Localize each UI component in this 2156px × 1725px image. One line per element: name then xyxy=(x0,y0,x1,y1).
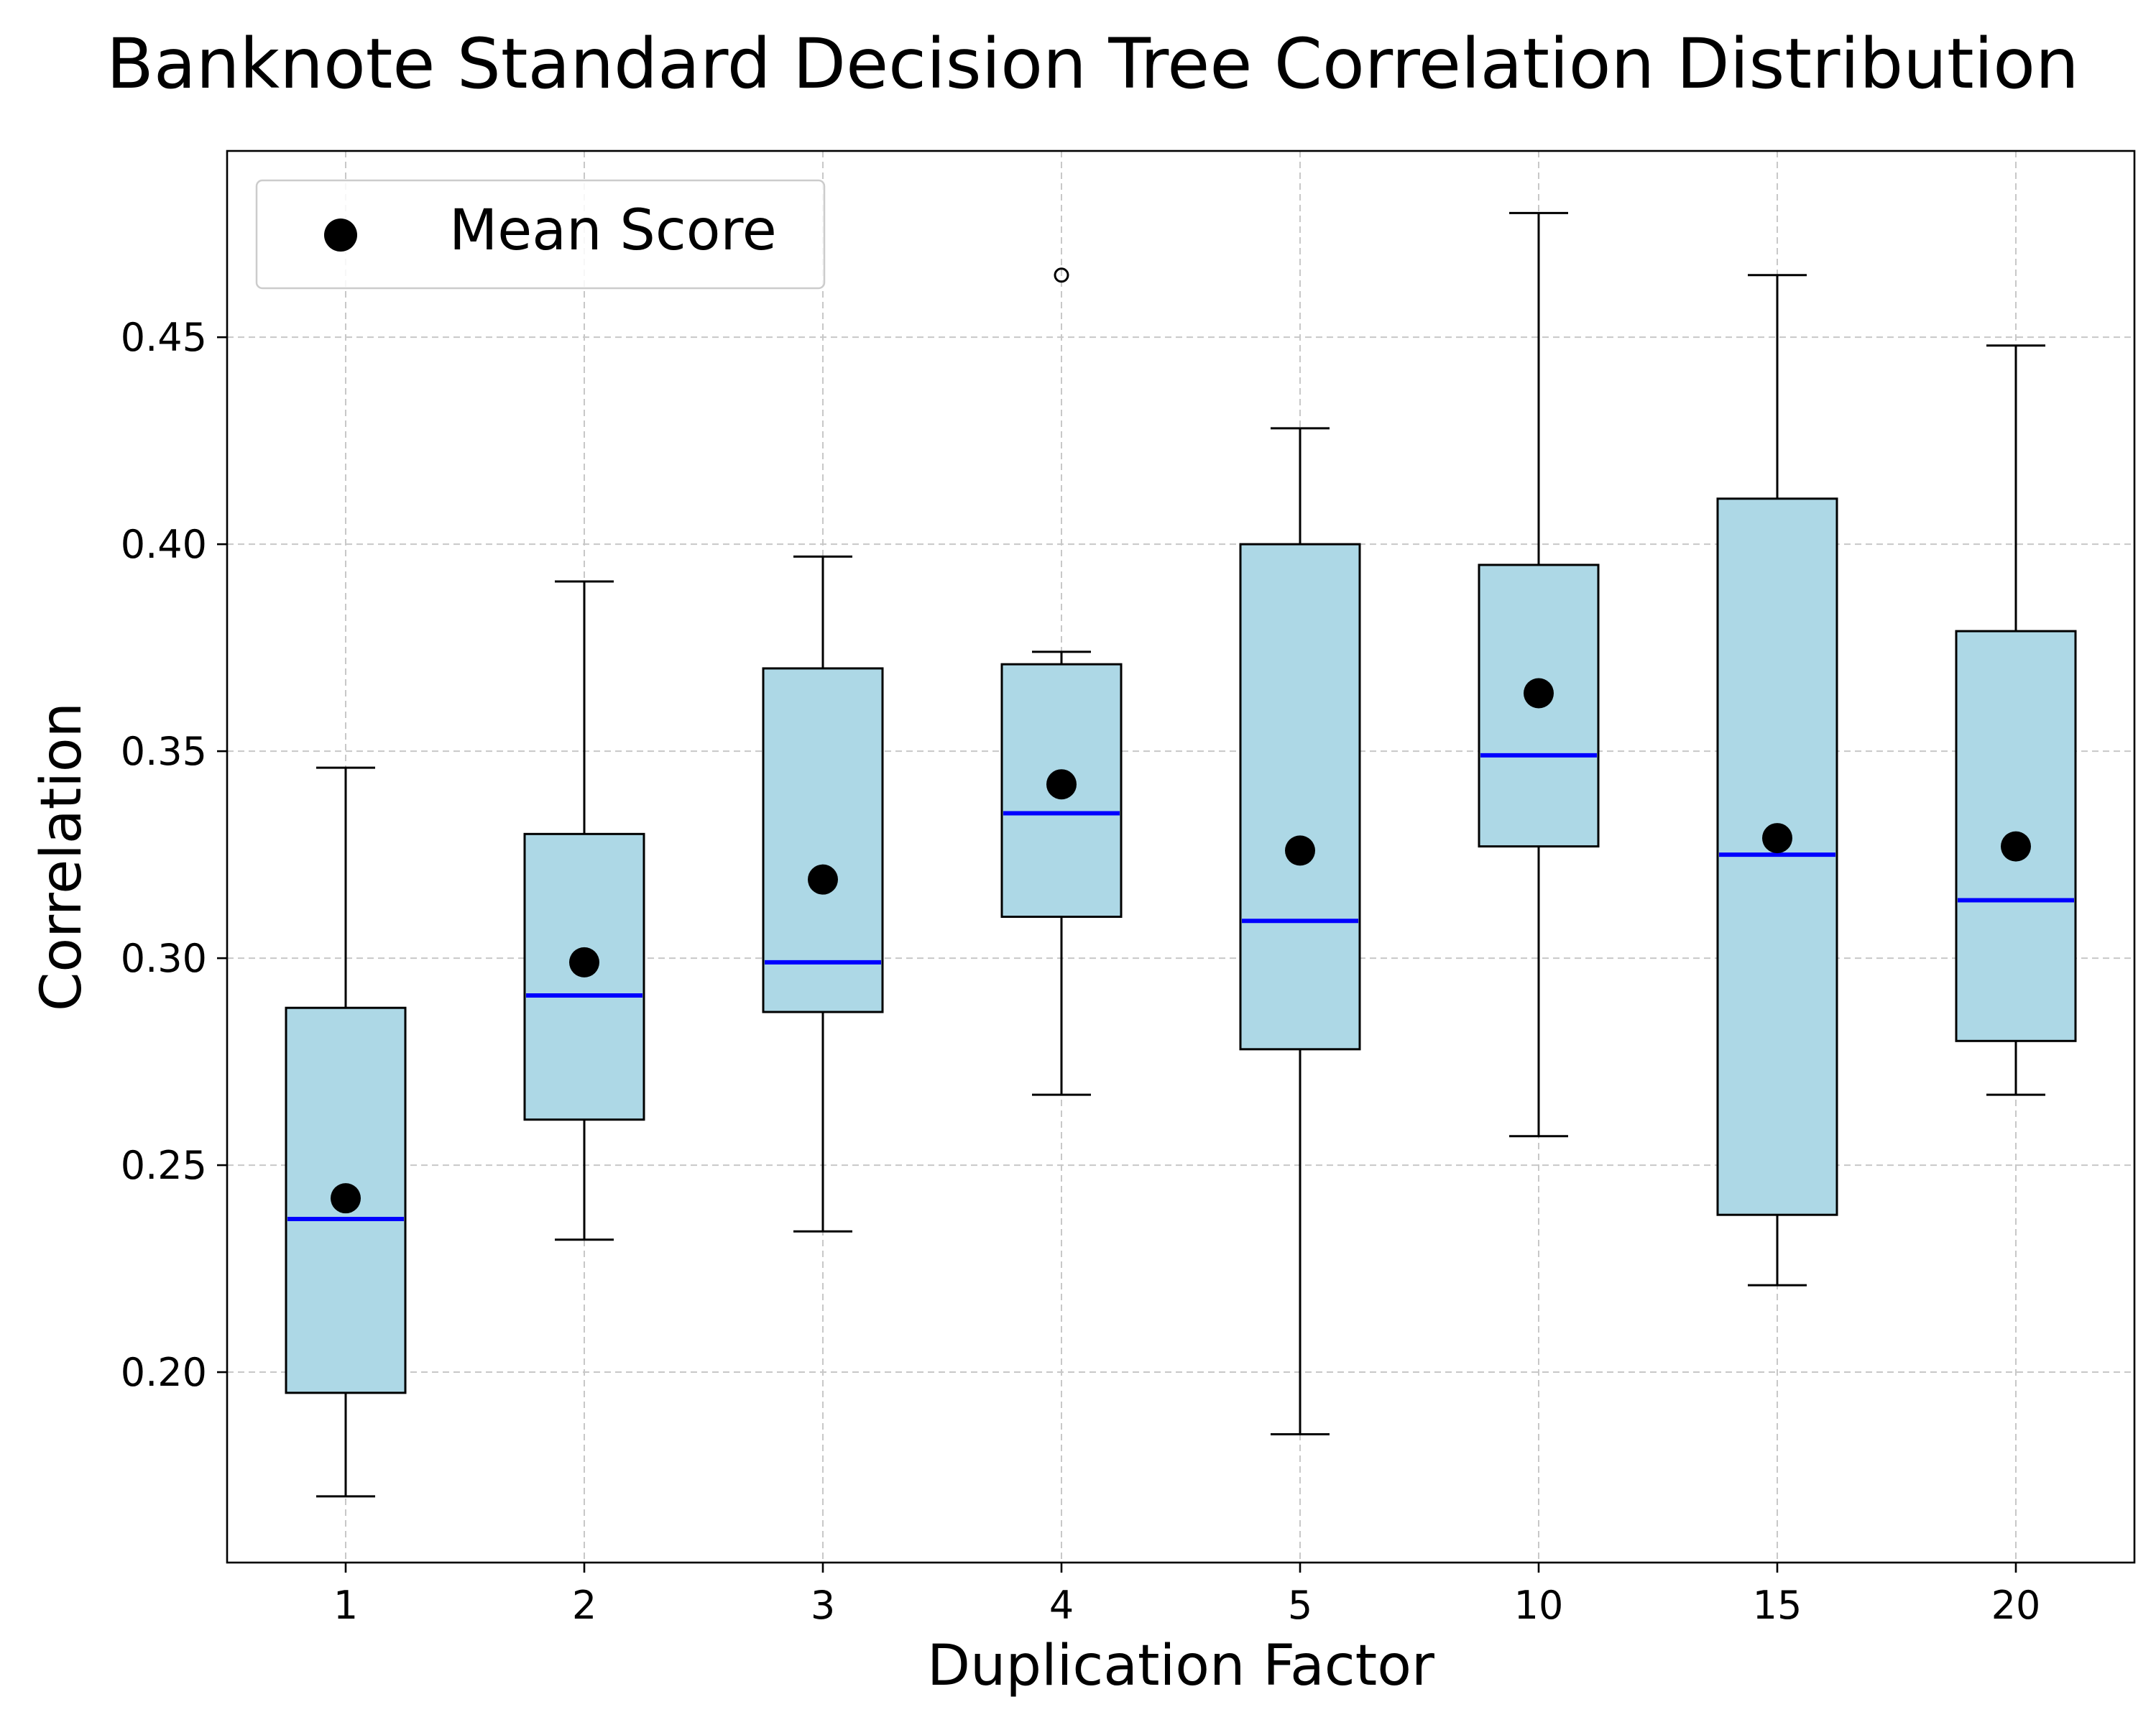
box-plots xyxy=(285,211,2077,1498)
x-tick-label: 4 xyxy=(1049,1583,1074,1628)
y-tick-label: 0.40 xyxy=(121,522,207,567)
y-tick-label: 0.20 xyxy=(121,1350,207,1395)
box-plot-2 xyxy=(523,580,645,1241)
y-tick-label: 0.35 xyxy=(121,729,207,774)
y-axis-label: Correlation xyxy=(29,702,94,1011)
mean-marker xyxy=(2001,831,2031,862)
mean-marker xyxy=(1285,835,1315,866)
box-plot-1 xyxy=(285,766,407,1498)
y-tick-label: 0.30 xyxy=(121,936,207,981)
legend-frame xyxy=(255,179,826,290)
box-plot-20 xyxy=(1955,344,2077,1096)
x-tick-label: 5 xyxy=(1288,1583,1312,1628)
legend-label-mean-score: Mean Score xyxy=(449,198,777,263)
mean-marker xyxy=(1762,823,1792,854)
x-axis-label: Duplication Factor xyxy=(927,1634,1435,1698)
box-iqr xyxy=(1239,543,1361,1051)
y-tick-label: 0.25 xyxy=(121,1143,207,1188)
legend: Mean Score xyxy=(255,179,826,290)
box-plot-5 xyxy=(1239,427,1361,1435)
mean-marker xyxy=(1046,769,1077,800)
legend-mean-marker xyxy=(324,218,357,252)
mean-marker xyxy=(808,864,838,895)
box-plot-4 xyxy=(1000,267,1123,1096)
box-plot-15 xyxy=(1716,274,1838,1287)
mean-marker xyxy=(1524,678,1554,709)
x-tick-label: 15 xyxy=(1753,1583,1802,1628)
plot-frame xyxy=(226,150,2136,1564)
x-tick-label: 3 xyxy=(811,1583,835,1628)
box-plot-3 xyxy=(762,555,884,1233)
x-tick-label: 20 xyxy=(1991,1583,2041,1628)
y-tick-label: 0.45 xyxy=(121,315,207,360)
chart-title: Banknote Standard Decision Tree Correlat… xyxy=(106,24,2079,104)
x-tick-label: 10 xyxy=(1514,1583,1564,1628)
box-iqr xyxy=(762,667,884,1013)
mean-marker xyxy=(331,1183,361,1214)
x-tick-label: 1 xyxy=(333,1583,358,1628)
ticks: 1 2 3 4 5 10 15 20 0.20 0.25 0.30 0.35 0.40 0.45 xyxy=(121,315,2041,1628)
outlier-point xyxy=(1054,267,1069,283)
box-plot-10 xyxy=(1478,211,1600,1138)
mean-marker xyxy=(569,947,599,978)
x-tick-label: 2 xyxy=(572,1583,596,1628)
